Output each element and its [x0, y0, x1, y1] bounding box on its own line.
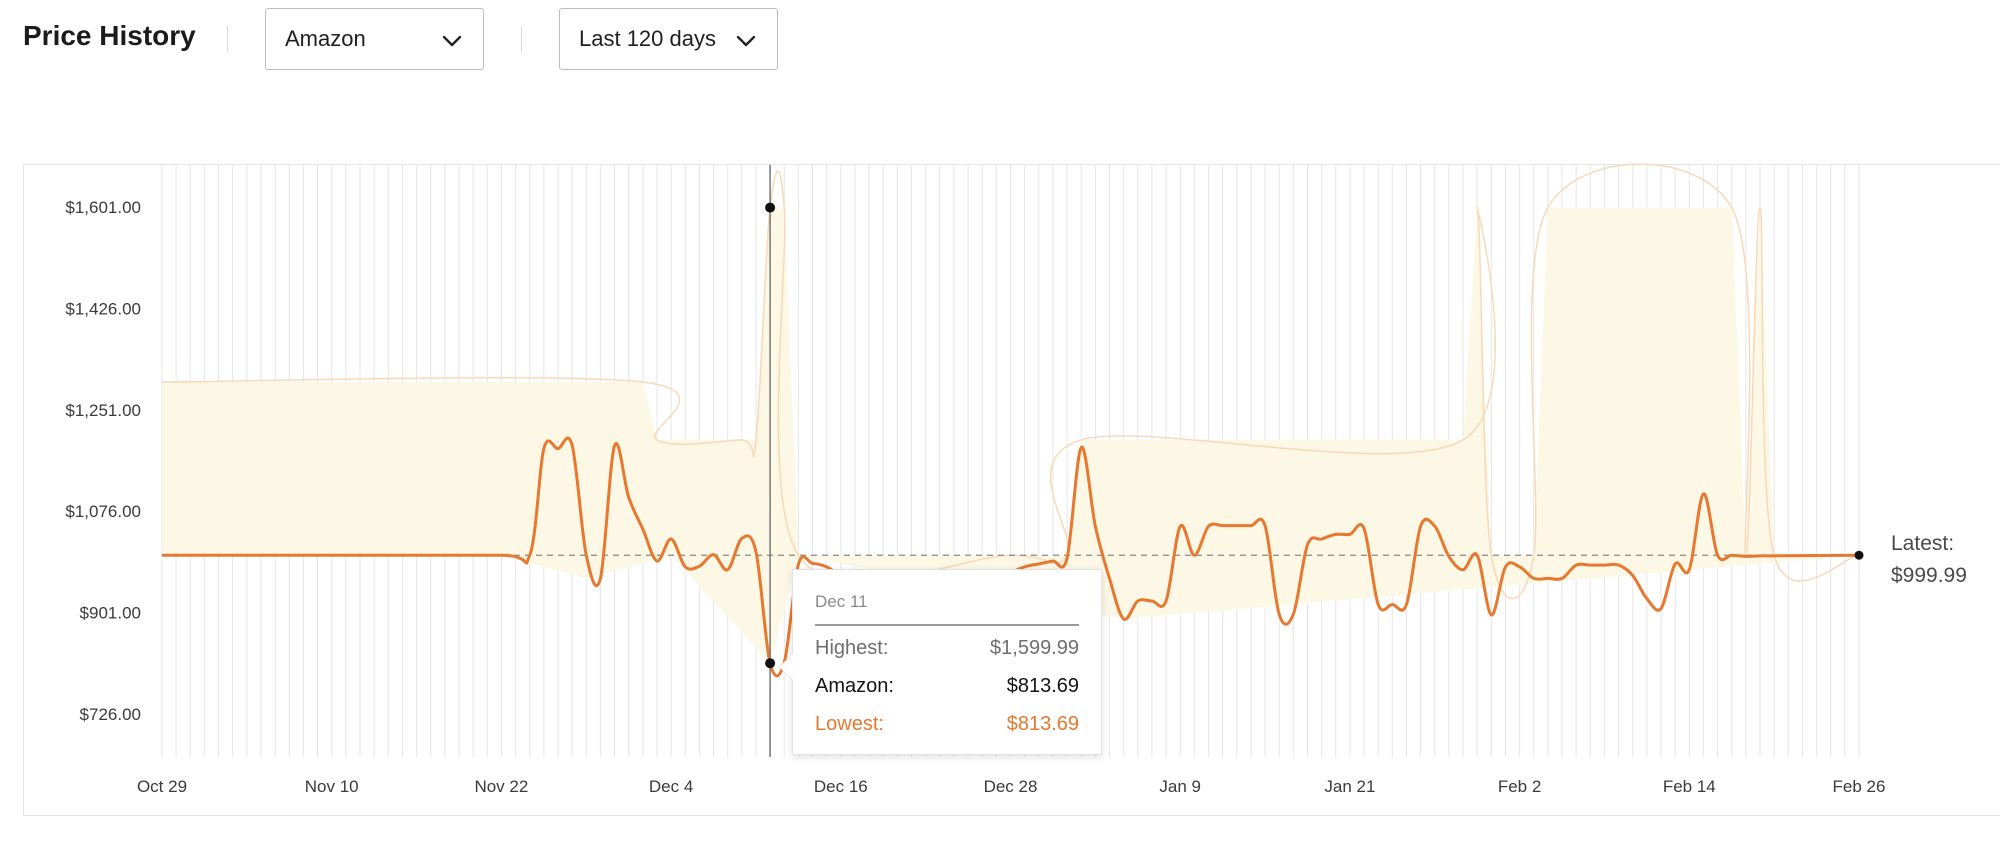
- tooltip-date: Dec 11: [815, 592, 868, 611]
- y-tick-label: $1,251.00: [65, 401, 141, 420]
- divider: [227, 26, 228, 52]
- amazon-price-series: [162, 436, 1864, 678]
- tooltip-arrow: [780, 654, 793, 680]
- y-tick-label: $901.00: [80, 604, 141, 623]
- y-tick-label: $726.00: [80, 705, 141, 724]
- cursor-point-amazon: [765, 658, 776, 669]
- chevron-down-icon: [736, 35, 756, 47]
- x-tick-label: Dec 4: [649, 777, 693, 796]
- y-tick-label: $1,601.00: [65, 198, 141, 217]
- x-tick-label: Dec 16: [814, 777, 868, 796]
- x-tick-label: Feb 2: [1498, 777, 1541, 796]
- x-tick-label: Nov 10: [305, 777, 359, 796]
- store-dropdown[interactable]: Amazon: [265, 8, 484, 70]
- tooltip-label: Highest:: [815, 637, 889, 659]
- amazon-price-line: [162, 436, 1860, 678]
- tooltip-divider: [815, 624, 1079, 626]
- page-title: Price History: [23, 20, 196, 51]
- date-range-dropdown-value: Last 120 days: [579, 26, 716, 51]
- y-tick-label: $1,076.00: [65, 502, 141, 521]
- tooltip-label: Lowest:: [815, 713, 884, 735]
- tooltip-value: $813.69: [1006, 713, 1079, 735]
- x-tick-label: Dec 28: [984, 777, 1038, 796]
- latest-label: Latest:: [1891, 532, 1955, 555]
- x-tick-label: Jan 21: [1324, 777, 1375, 796]
- y-axis: $1,601.00 $1,426.00 $1,251.00 $1,076.00 $901…: [65, 198, 141, 724]
- latest-price: Latest: $999.99: [1891, 528, 1967, 592]
- store-dropdown-value: Amazon: [285, 26, 366, 51]
- x-tick-label: Feb 26: [1833, 777, 1886, 796]
- y-tick-label: $1,426.00: [65, 299, 141, 318]
- x-tick-label: Oct 29: [137, 777, 187, 796]
- highest-price-line: [161, 163, 1860, 600]
- chevron-down-icon: [442, 35, 462, 47]
- cursor-point-highest: [765, 202, 776, 213]
- latest-point: [1854, 550, 1864, 560]
- tooltip-value: $813.69: [1006, 675, 1079, 697]
- toolbar: Price History Amazon Last 120 days: [0, 0, 2000, 80]
- x-tick-label: Nov 22: [474, 777, 528, 796]
- divider: [521, 26, 522, 52]
- latest-value: $999.99: [1891, 564, 1967, 587]
- date-range-dropdown[interactable]: Last 120 days: [559, 8, 778, 70]
- x-tick-label: Jan 9: [1159, 777, 1201, 796]
- tooltip-label: Amazon:: [815, 675, 894, 697]
- price-tooltip: Dec 11 Highest: $1,599.99 Amazon: $813.6…: [780, 569, 1102, 755]
- tooltip-value: $1,599.99: [990, 637, 1079, 659]
- x-tick-label: Feb 14: [1663, 777, 1716, 796]
- hover-cursor: [765, 165, 776, 757]
- x-axis: Oct 29 Nov 10 Nov 22 Dec 4 Dec 16 Dec 28 Jan 9…: [137, 777, 1886, 796]
